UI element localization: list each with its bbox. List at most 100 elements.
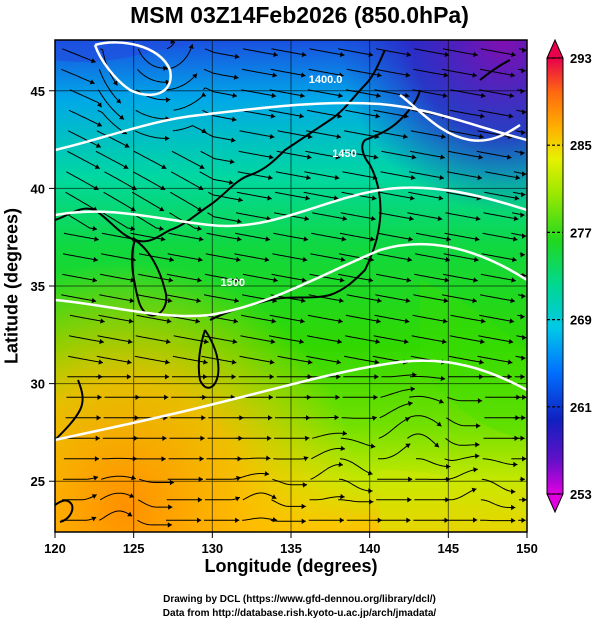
streamline [101,253,136,261]
streamline-arrow [372,415,377,421]
streamline-arrow [127,359,132,365]
streamline [271,499,306,507]
streamline-arrow [444,51,450,58]
streamline [304,171,340,179]
x-tick-label: 145 [437,541,459,556]
streamline-arrow [198,185,204,190]
streamline [67,150,100,170]
streamline [476,150,512,159]
streamline [240,335,276,343]
streamline-arrow [336,359,341,365]
streamline-arrow [130,206,136,212]
streamline [100,273,136,282]
streamline [481,253,517,261]
streamline-arrow [476,423,481,429]
streamline [69,89,103,108]
streamline-arrow [411,154,417,160]
streamline-arrow [167,522,172,528]
streamline-arrow [160,236,166,242]
streamline-arrow [511,504,516,511]
streamline-arrow [522,47,527,53]
streamline [341,416,377,419]
streamline-arrow [370,443,376,449]
streamline [240,109,276,118]
streamline [306,109,342,118]
streamline [100,475,137,480]
streamline-arrow [300,318,305,324]
streamline-arrow [473,467,478,473]
streamline [310,253,346,261]
streamline [478,109,514,118]
streamline-arrow [471,487,477,493]
colorbar-label: 285 [570,138,592,153]
streamline-arrow [232,338,238,345]
streamline [340,437,376,448]
streamline-arrow [508,338,514,345]
streamline-arrow [91,297,97,304]
streamline [238,150,274,159]
streamline [277,355,313,364]
streamline [483,212,519,220]
streamline-arrow [341,236,347,242]
streamline [413,68,449,77]
streamline-arrow [522,233,527,239]
streamline [234,473,270,480]
streamline-arrow [475,442,480,448]
streamline [478,335,514,343]
streamline-arrow [91,516,97,522]
streamline [442,488,477,501]
streamline [276,150,312,159]
colorbar-label: 269 [570,313,592,328]
streamline-arrow [235,277,240,283]
streamline [415,458,451,468]
streamline [379,191,415,200]
streamline-arrow [235,517,240,523]
x-tick-label: 150 [516,541,538,556]
streamline-arrow [92,206,98,212]
streamline-arrow [373,154,379,160]
streamline [165,294,201,302]
streamline-arrow [437,215,443,222]
x-tick-label: 140 [359,541,381,556]
streamline-arrow [367,470,373,476]
streamline [443,253,479,261]
streamline [306,130,342,138]
streamline [99,492,135,501]
streamline-arrow [376,318,381,324]
streamline [137,294,173,302]
streamline [446,191,482,200]
streamline-arrow [446,236,451,242]
streamline-arrow [119,114,124,120]
streamline [485,171,521,179]
streamline-arrow [170,40,175,45]
streamline [339,232,375,241]
streamline [308,68,344,77]
streamline [269,314,305,323]
streamline [338,48,374,56]
streamline [309,496,345,501]
streamline-arrow [305,195,310,201]
streamline-arrow [409,215,414,222]
streamline-arrow [509,92,515,99]
streamline [446,417,481,427]
streamline-arrow [480,92,486,99]
streamline-arrow [132,236,137,242]
streamline [132,171,166,191]
streamline [135,335,171,343]
streamline-arrow [131,185,137,190]
streamline-arrow [405,443,411,449]
streamline-arrow [169,256,174,263]
streamline-arrow [238,197,243,203]
streamline-arrow [480,113,485,119]
streamline-arrow [440,375,446,382]
streamline-arrow [197,206,203,212]
streamline-arrow [408,476,413,482]
streamline-arrow [441,338,447,345]
streamline [372,130,408,138]
streamline [306,355,342,364]
streamline [201,355,237,364]
streamline-arrow [334,174,340,181]
streamline [345,89,381,97]
streamline-arrow [267,195,272,201]
